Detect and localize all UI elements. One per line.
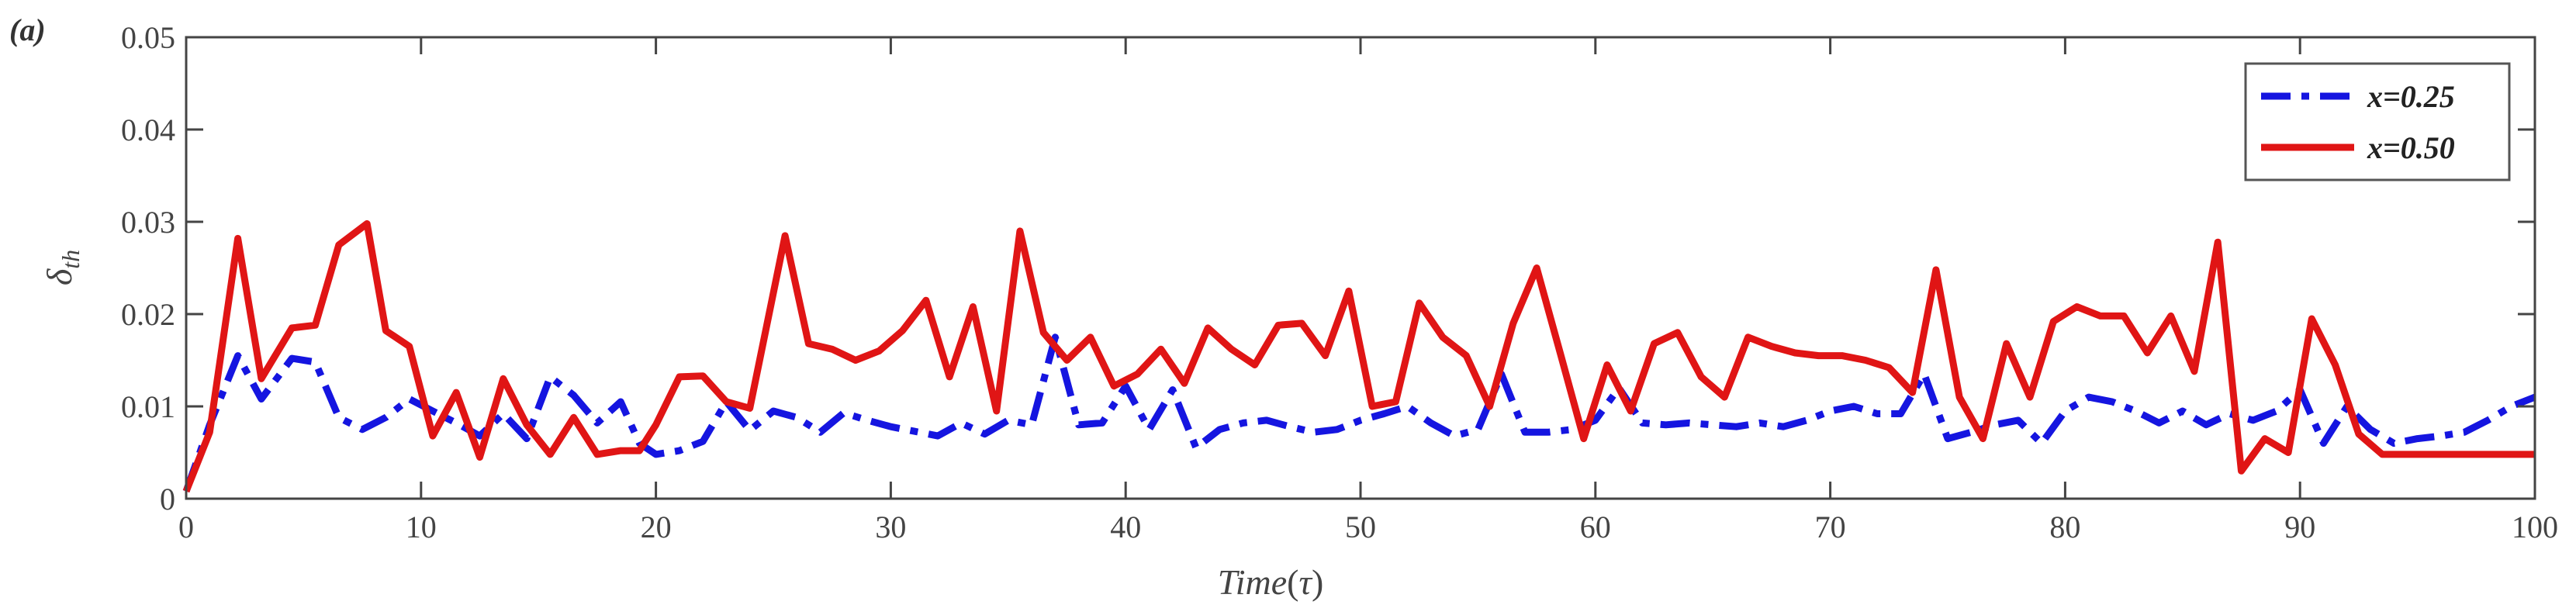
y-tick-label: 0.05 <box>121 20 175 55</box>
x-axis-label: Time(τ) <box>1218 562 1324 602</box>
panel-label: (a) <box>9 12 46 47</box>
x-tick-label: 10 <box>406 510 437 544</box>
series-line-x050 <box>182 219 2535 493</box>
y-tick-label: 0.02 <box>121 297 175 332</box>
y-tick-label: 0.03 <box>121 205 175 240</box>
x-tick-label: 70 <box>1815 510 1846 544</box>
legend-label-x025: x=0.25 <box>2367 79 2455 114</box>
series-line-x025 <box>182 333 2536 493</box>
y-tick-label: 0.01 <box>121 389 175 424</box>
legend-label-x050: x=0.50 <box>2367 130 2455 165</box>
x-tick-label: 50 <box>1345 510 1376 544</box>
x-tick-label: 40 <box>1110 510 1141 544</box>
axes: 0 10 20 30 40 50 60 70 80 90 100 0 0.01 0.02 0.03 0.04 0… <box>121 20 2558 544</box>
legend: x=0.25 x=0.50 <box>2244 62 2511 181</box>
x-tick-label: 60 <box>1580 510 1611 544</box>
x-tick-label: 0 <box>178 510 194 544</box>
x-tick-label: 100 <box>2512 510 2558 544</box>
y-axis-label: δth <box>40 250 85 285</box>
legend-box <box>2244 62 2511 181</box>
x-tick-label: 30 <box>875 510 906 544</box>
axes-frame <box>185 36 2536 500</box>
x-tick-label: 20 <box>641 510 672 544</box>
y-tick-label: 0 <box>160 482 175 517</box>
x-tick-label: 90 <box>2284 510 2315 544</box>
y-tick-label: 0.04 <box>121 112 175 147</box>
plot-area <box>182 219 2536 493</box>
x-tick-label: 80 <box>2049 510 2080 544</box>
